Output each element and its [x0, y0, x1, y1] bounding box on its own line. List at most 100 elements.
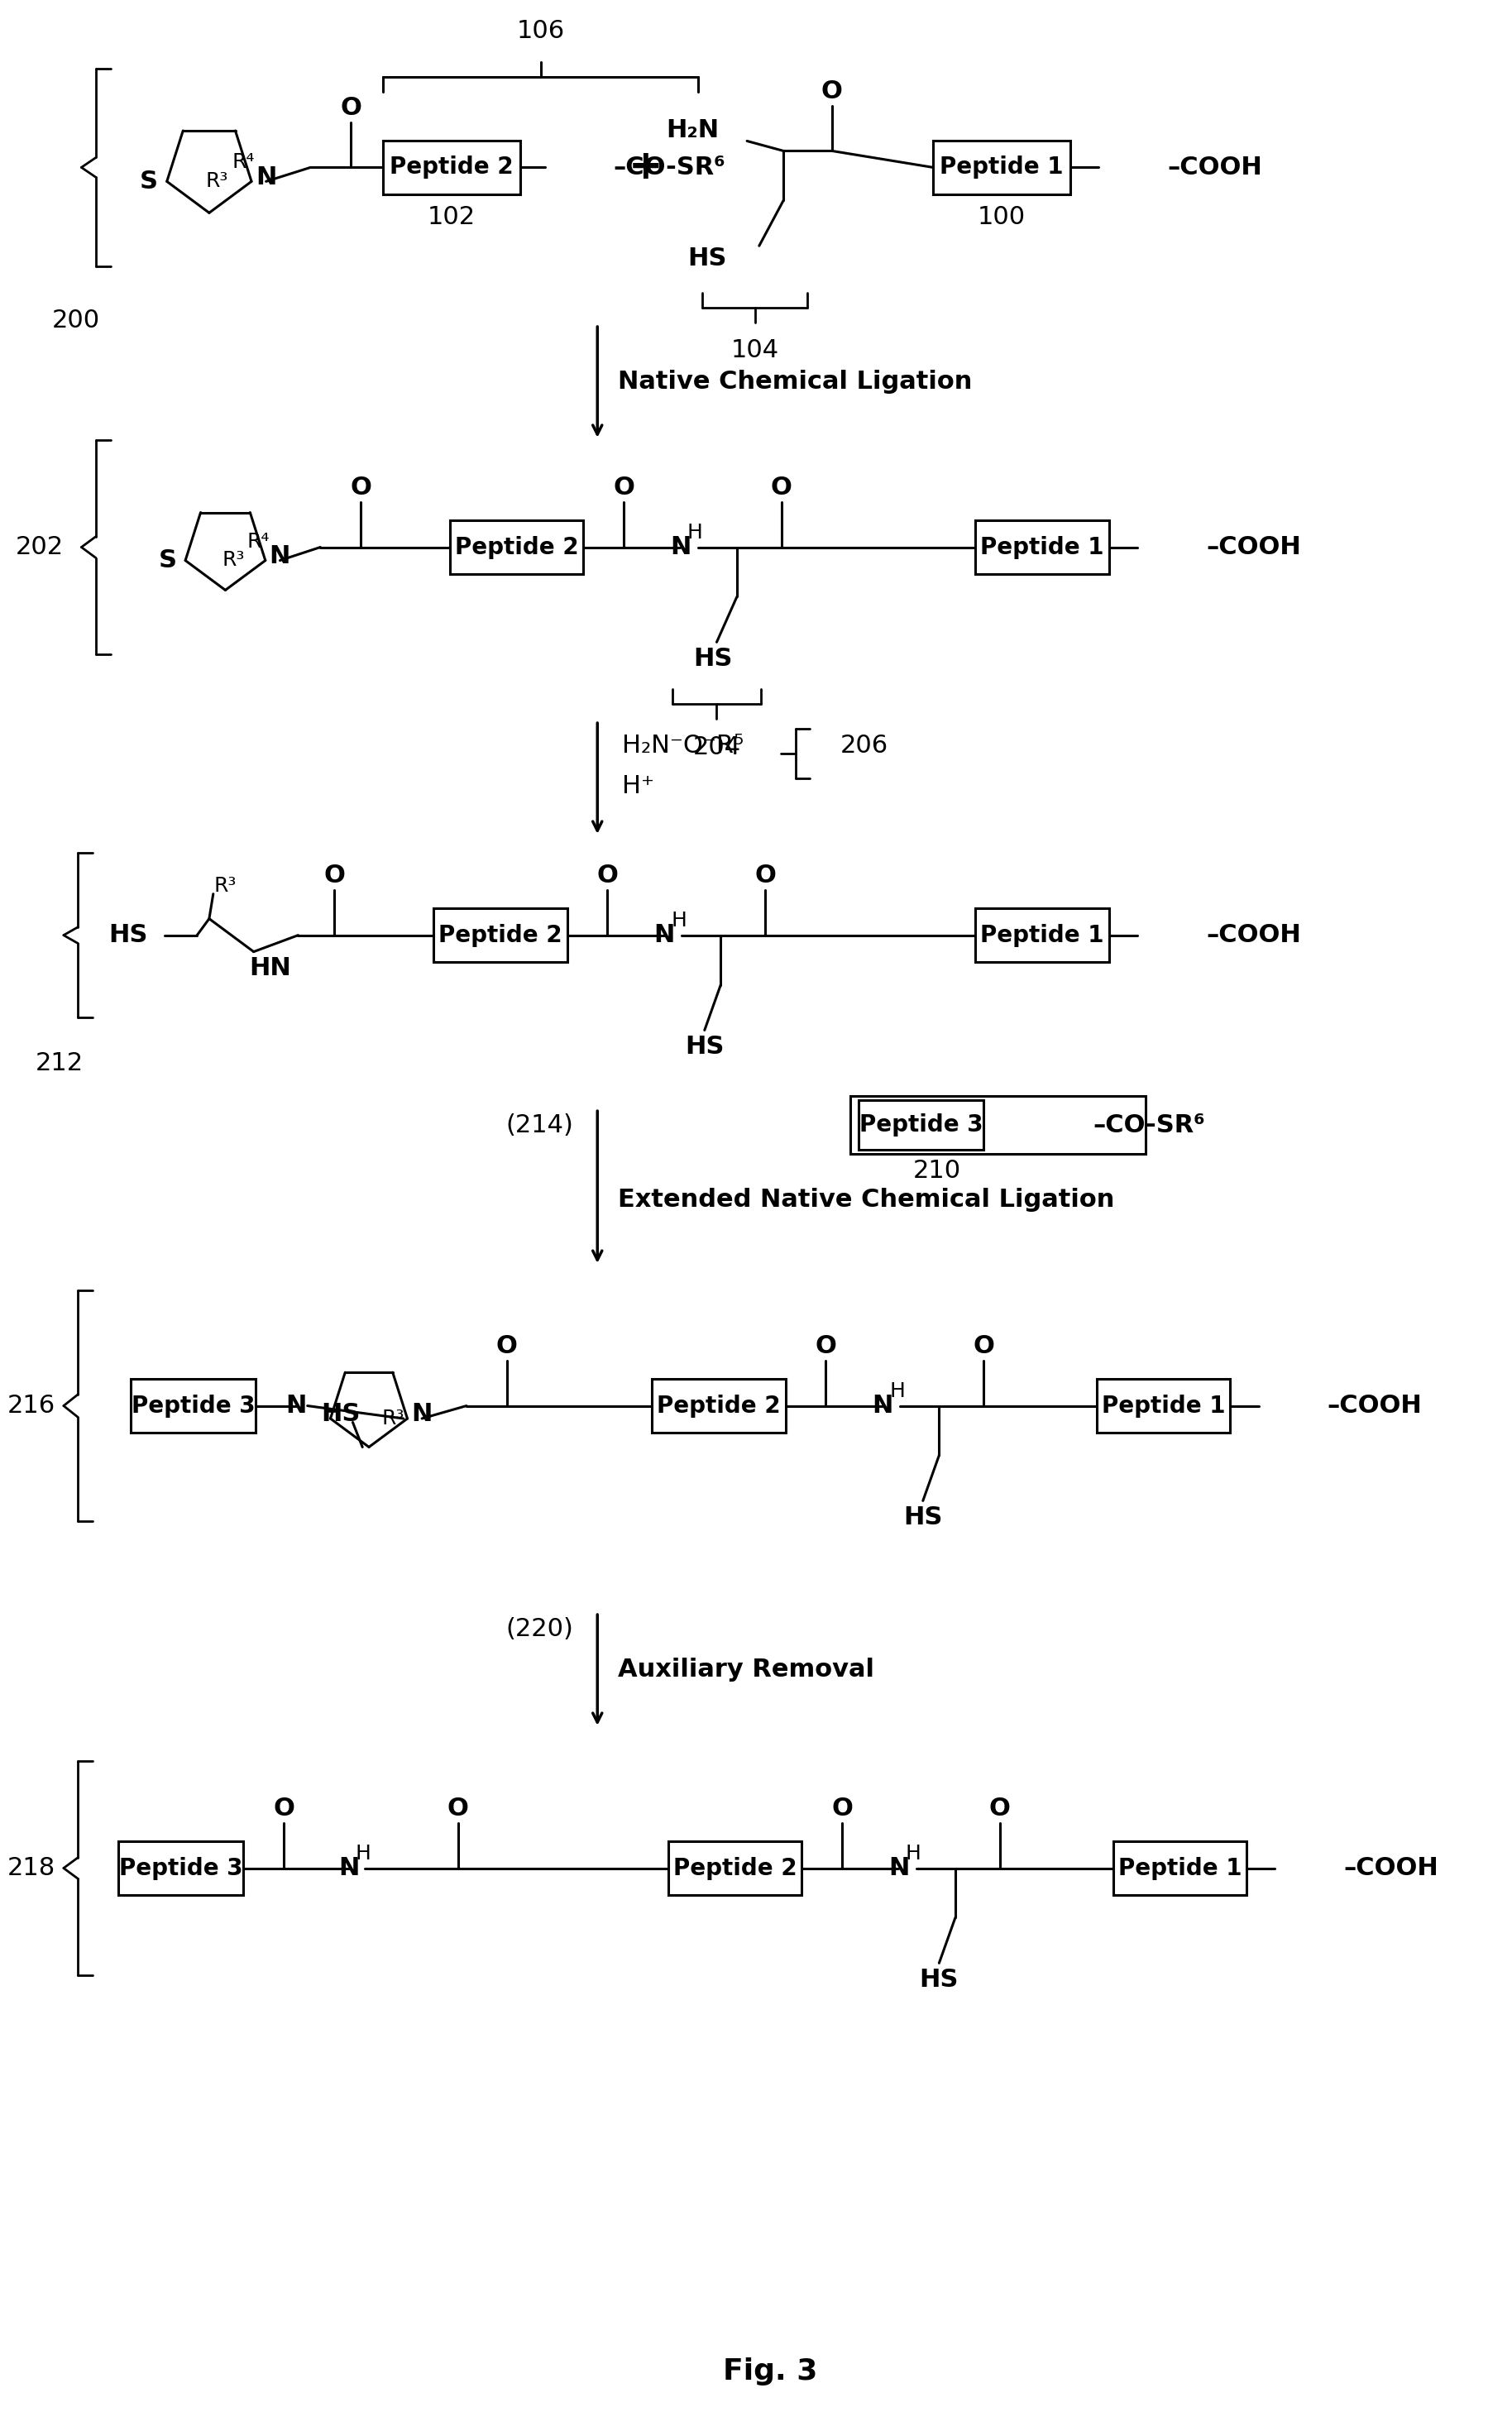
Text: 210: 210: [913, 1160, 962, 1181]
Text: 100: 100: [978, 204, 1025, 229]
FancyBboxPatch shape: [118, 1840, 243, 1894]
Text: Peptide 1: Peptide 1: [980, 924, 1104, 946]
Text: H₂N⁻O⁻R⁵: H₂N⁻O⁻R⁵: [621, 734, 744, 758]
Text: N: N: [653, 924, 674, 948]
Text: O: O: [597, 863, 618, 887]
Text: R⁴: R⁴: [231, 153, 256, 173]
Text: Peptide 1: Peptide 1: [940, 156, 1063, 180]
Text: R³: R³: [206, 173, 228, 192]
Text: HN: HN: [249, 955, 290, 980]
Text: N: N: [888, 1857, 909, 1879]
Text: –COOH: –COOH: [1167, 156, 1263, 180]
Text: R³: R³: [215, 875, 237, 895]
Text: –CO-SR⁶: –CO-SR⁶: [1093, 1113, 1205, 1138]
Text: O: O: [754, 863, 776, 887]
Text: 104: 104: [732, 338, 779, 362]
FancyBboxPatch shape: [652, 1378, 785, 1432]
Text: Peptide 2: Peptide 2: [438, 924, 562, 946]
Text: Extended Native Chemical Ligation: Extended Native Chemical Ligation: [617, 1186, 1114, 1211]
Text: HS: HS: [692, 647, 732, 671]
Text: +: +: [629, 148, 664, 187]
Text: 200: 200: [51, 309, 100, 333]
Text: N: N: [339, 1857, 360, 1879]
Text: Peptide 3: Peptide 3: [859, 1113, 983, 1138]
Text: HS: HS: [321, 1403, 360, 1427]
FancyBboxPatch shape: [434, 909, 567, 963]
FancyBboxPatch shape: [668, 1840, 801, 1894]
Text: O: O: [972, 1335, 995, 1359]
Text: Peptide 1: Peptide 1: [1102, 1395, 1225, 1417]
Text: N: N: [872, 1393, 894, 1417]
Text: 218: 218: [8, 1857, 56, 1879]
Text: –COOH: –COOH: [1207, 924, 1300, 948]
Text: O: O: [496, 1335, 517, 1359]
Text: R³: R³: [383, 1408, 405, 1427]
Text: 202: 202: [15, 535, 64, 559]
Text: 204: 204: [692, 734, 741, 758]
Text: 206: 206: [841, 734, 888, 758]
Text: S: S: [141, 170, 159, 194]
Text: –COOH: –COOH: [1328, 1393, 1423, 1417]
Text: Peptide 2: Peptide 2: [673, 1857, 797, 1879]
Text: 102: 102: [428, 204, 476, 229]
FancyBboxPatch shape: [859, 1101, 984, 1150]
FancyBboxPatch shape: [975, 909, 1108, 963]
Text: HS: HS: [903, 1505, 942, 1529]
Text: O: O: [821, 80, 842, 105]
Text: O: O: [612, 476, 635, 501]
Text: N: N: [670, 535, 691, 559]
Text: –CO-SR⁶: –CO-SR⁶: [614, 156, 726, 180]
FancyBboxPatch shape: [1096, 1378, 1231, 1432]
Text: Peptide 1: Peptide 1: [980, 535, 1104, 559]
Text: O: O: [324, 863, 345, 887]
Text: 106: 106: [517, 19, 565, 44]
Text: Peptide 2: Peptide 2: [656, 1395, 780, 1417]
FancyBboxPatch shape: [383, 141, 520, 194]
Text: HS: HS: [109, 924, 148, 948]
Text: O: O: [351, 476, 372, 501]
Text: O: O: [989, 1797, 1010, 1821]
Text: Peptide 2: Peptide 2: [455, 535, 579, 559]
Text: HS: HS: [688, 246, 727, 270]
Text: O: O: [448, 1797, 469, 1821]
Text: H: H: [355, 1843, 370, 1862]
Text: H⁺: H⁺: [621, 775, 653, 800]
Text: H: H: [889, 1381, 904, 1400]
Text: O: O: [832, 1797, 853, 1821]
Text: O: O: [274, 1797, 295, 1821]
Text: Native Chemical Ligation: Native Chemical Ligation: [617, 370, 972, 394]
Text: HS: HS: [685, 1036, 724, 1057]
Text: –COOH: –COOH: [1344, 1857, 1438, 1879]
Text: O: O: [815, 1335, 836, 1359]
Text: Fig. 3: Fig. 3: [723, 2358, 818, 2385]
Text: N: N: [286, 1393, 307, 1417]
Text: (214): (214): [505, 1113, 573, 1138]
Text: S: S: [159, 549, 177, 571]
Text: Peptide 1: Peptide 1: [1117, 1857, 1241, 1879]
Text: O: O: [340, 95, 361, 119]
Text: H: H: [906, 1843, 921, 1862]
Text: Peptide 2: Peptide 2: [390, 156, 514, 180]
FancyBboxPatch shape: [1113, 1840, 1246, 1894]
Text: N: N: [256, 165, 277, 190]
Text: H₂N: H₂N: [665, 119, 718, 143]
Text: Auxiliary Removal: Auxiliary Removal: [617, 1658, 874, 1682]
Text: (220): (220): [505, 1617, 573, 1641]
Text: R⁴: R⁴: [246, 532, 269, 552]
Text: Peptide 3: Peptide 3: [119, 1857, 243, 1879]
Text: 216: 216: [8, 1393, 56, 1417]
Text: HS: HS: [919, 1967, 959, 1991]
Text: R³: R³: [222, 549, 245, 571]
Text: N: N: [411, 1403, 432, 1427]
FancyBboxPatch shape: [850, 1096, 1146, 1155]
Text: 212: 212: [35, 1050, 83, 1075]
Text: –COOH: –COOH: [1207, 535, 1300, 559]
Text: Peptide 3: Peptide 3: [132, 1395, 256, 1417]
FancyBboxPatch shape: [933, 141, 1070, 194]
Text: N: N: [269, 545, 290, 569]
Text: H: H: [686, 523, 703, 542]
FancyBboxPatch shape: [130, 1378, 256, 1432]
FancyBboxPatch shape: [449, 520, 584, 574]
Text: H: H: [671, 912, 686, 931]
FancyBboxPatch shape: [975, 520, 1108, 574]
